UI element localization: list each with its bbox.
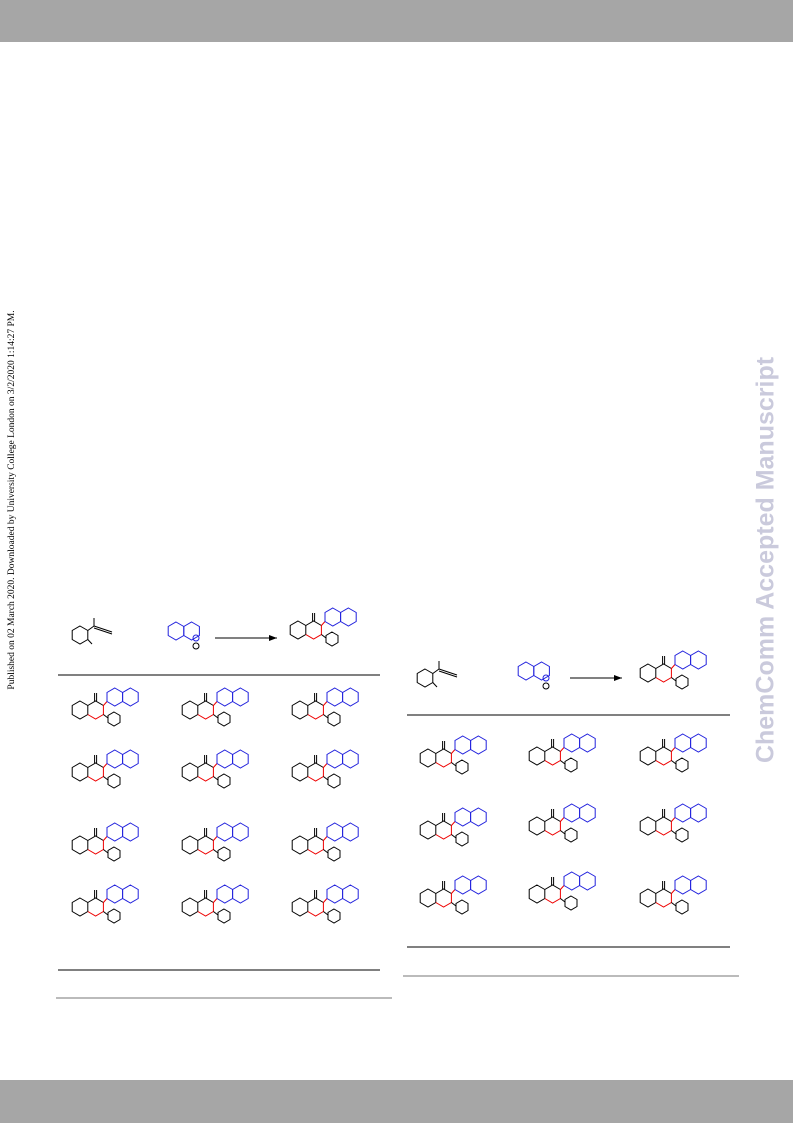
left-scheme (56, 607, 392, 999)
footer-bar (0, 1080, 793, 1123)
header-bar (0, 0, 793, 42)
right-scheme (403, 650, 739, 977)
